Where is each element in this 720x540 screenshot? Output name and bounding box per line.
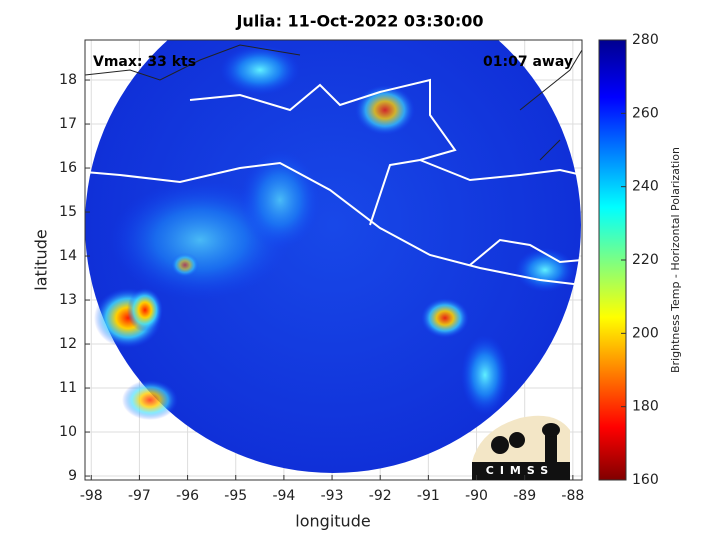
colorbar-tick-label: 180 [632, 399, 659, 415]
y-tick-label: 10 [59, 424, 77, 440]
x-tick-label: -91 [417, 488, 440, 504]
cloud [220, 45, 300, 95]
y-tick-label: 16 [59, 160, 77, 176]
y-tick-label: 11 [59, 380, 77, 396]
cloud [240, 150, 320, 250]
y-tick-label: 12 [59, 336, 77, 352]
coastline [85, 44, 582, 161]
y-tick-label: 17 [59, 116, 77, 132]
coastline [85, 161, 582, 286]
y-axis-label: latitude [32, 229, 51, 290]
axes-box [84, 39, 583, 481]
y-tick-label: 14 [59, 248, 77, 264]
colorbar-tick-label: 200 [632, 325, 659, 341]
x-axis-label: longitude [295, 512, 370, 531]
y-tick-label: 18 [59, 72, 77, 88]
chart-title: Julia: 11-Oct-2022 03:30:00 [235, 12, 483, 31]
x-tick-label: -98 [80, 488, 103, 504]
colorbar-tick-label: 280 [632, 32, 659, 48]
colorbar-tick-label: 220 [632, 252, 659, 268]
vmax-annotation: Vmax: 33 kts [93, 54, 196, 70]
x-tick-label: -94 [272, 488, 295, 504]
y-tick-label: 13 [59, 292, 77, 308]
x-tick-label: -90 [465, 488, 488, 504]
cloud [122, 380, 178, 420]
swath [85, 40, 582, 473]
cloud [127, 288, 163, 332]
cloud [515, 248, 575, 292]
x-tick-label: -93 [321, 488, 344, 504]
x-tick-label: -88 [561, 488, 584, 504]
cloud [421, 298, 469, 338]
colorbar-tick-label: 260 [632, 105, 659, 121]
border [189, 78, 582, 266]
colorbar-tick-label: 160 [632, 472, 659, 488]
cloud [461, 335, 509, 415]
colorbar-label: Brightness Temp - Horizontal Polarizatio… [669, 147, 682, 373]
y-tick-label: 15 [59, 204, 77, 220]
colorbar-tick-label: 240 [632, 179, 659, 195]
swath-disk [85, 40, 581, 473]
cloud [171, 253, 199, 277]
x-tick-label: -95 [224, 488, 247, 504]
time-annotation: 01:07 away [483, 54, 573, 70]
x-tick-label: -89 [513, 488, 536, 504]
cloud [355, 85, 415, 135]
x-tick-label: -97 [128, 488, 151, 504]
x-tick-label: -92 [369, 488, 392, 504]
logo-text: CIMSS [486, 464, 554, 477]
y-tick-label: 9 [68, 468, 77, 484]
x-tick-label: -96 [176, 488, 199, 504]
logo [472, 415, 570, 480]
